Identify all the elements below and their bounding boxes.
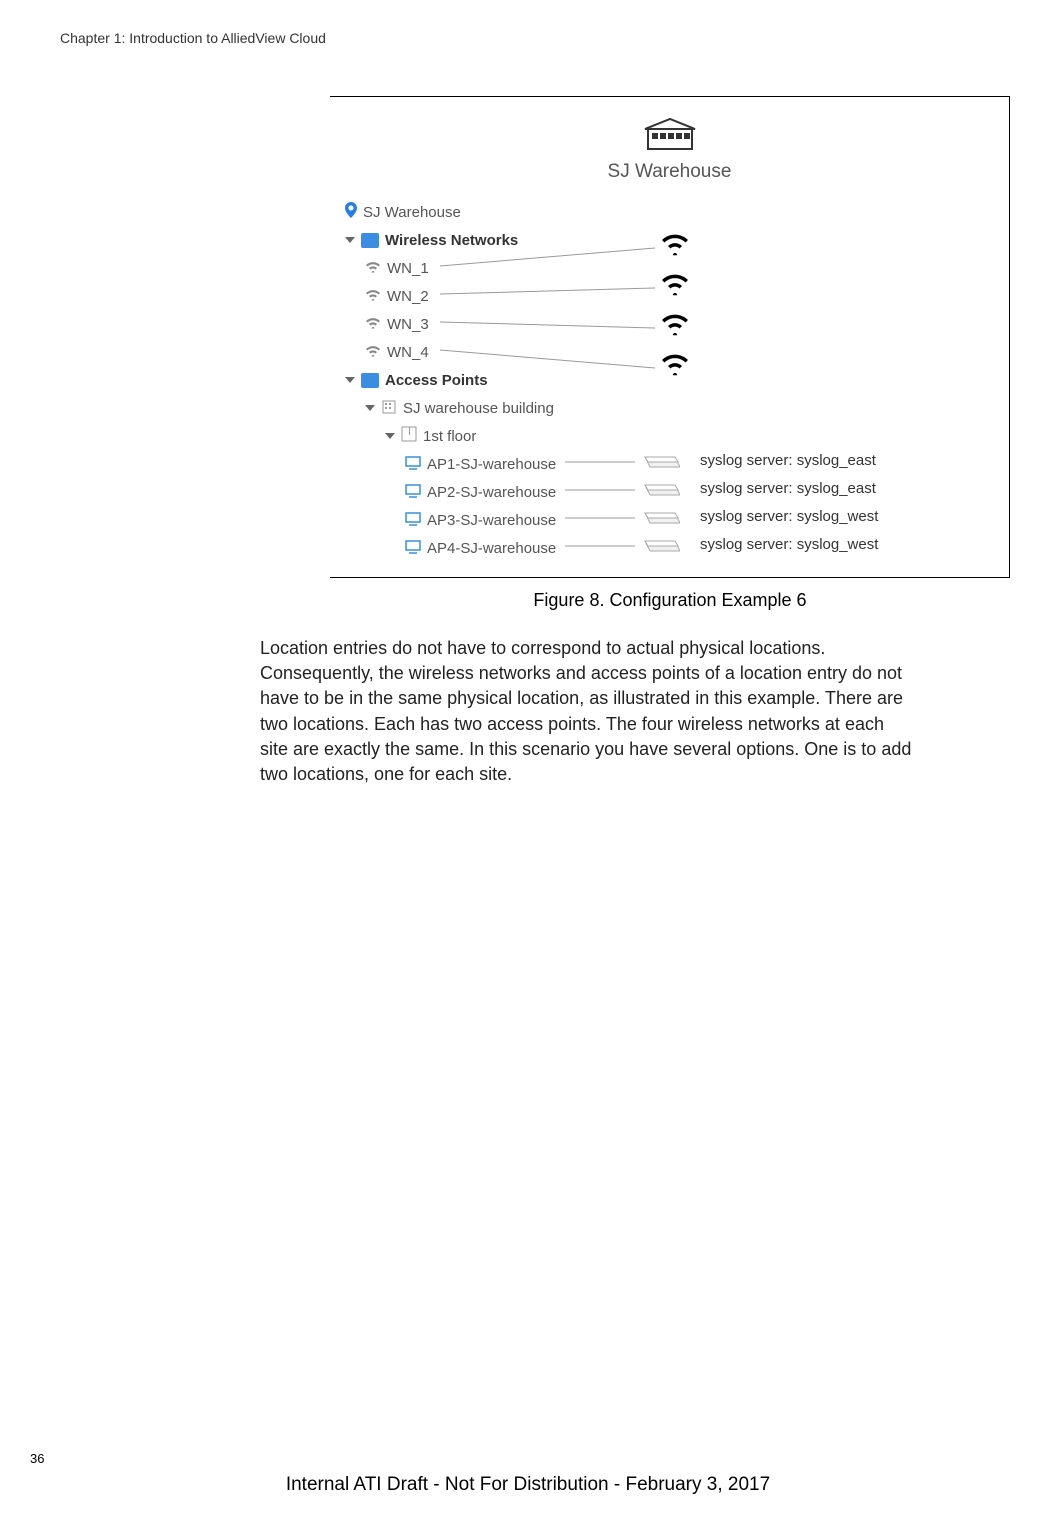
wifi-icon <box>365 344 381 360</box>
figure-box: SJ Warehouse SJ Warehouse Wireless Netwo… <box>330 96 1010 578</box>
figure-container: SJ Warehouse SJ Warehouse Wireless Netwo… <box>330 96 1010 611</box>
warehouse-header: SJ Warehouse <box>345 117 994 183</box>
folder-icon <box>361 373 379 388</box>
footer-text: Internal ATI Draft - Not For Distributio… <box>0 1474 1056 1496</box>
figure-caption: Figure 8. Configuration Example 6 <box>330 590 1010 611</box>
ap-device-icon <box>640 480 680 504</box>
wn-label: WN_4 <box>387 344 429 361</box>
caret-icon <box>345 377 355 383</box>
wifi-large-icon <box>660 313 690 344</box>
wn-label: WN_1 <box>387 260 429 277</box>
ap-label: AP1-SJ-warehouse <box>427 456 556 473</box>
building-node: SJ warehouse building <box>345 394 994 422</box>
caret-icon <box>385 433 395 439</box>
ap-device-icon <box>640 508 680 532</box>
floor-icon <box>401 426 417 446</box>
ap-label: AP3-SJ-warehouse <box>427 512 556 529</box>
floor-node: 1st floor <box>345 422 994 450</box>
caret-icon <box>345 237 355 243</box>
building-icon <box>640 117 700 157</box>
page-number: 36 <box>30 1451 44 1466</box>
tree: SJ Warehouse Wireless Networks WN_1 WN_2 <box>345 198 994 562</box>
syslog-label: syslog server: syslog_east <box>700 480 876 497</box>
ap-device-icon <box>640 452 680 476</box>
root-label: SJ Warehouse <box>363 204 461 221</box>
floor-label: 1st floor <box>423 428 476 445</box>
device-icon <box>405 540 421 557</box>
wifi-icon <box>365 260 381 276</box>
folder-icon <box>361 233 379 248</box>
body-paragraph: Location entries do not have to correspo… <box>260 636 916 787</box>
wifi-large-icon <box>660 273 690 304</box>
syslog-label: syslog server: syslog_west <box>700 536 878 553</box>
pin-icon <box>345 202 357 223</box>
wireless-networks-label: Wireless Networks <box>385 232 518 249</box>
wifi-large-icon <box>660 233 690 264</box>
access-points-label: Access Points <box>385 372 488 389</box>
wifi-large-icon <box>660 353 690 384</box>
warehouse-title: SJ Warehouse <box>608 161 732 182</box>
chapter-header: Chapter 1: Introduction to AlliedView Cl… <box>60 30 996 46</box>
building-label: SJ warehouse building <box>403 400 554 417</box>
device-icon <box>405 456 421 473</box>
wn-label: WN_3 <box>387 316 429 333</box>
caret-icon <box>365 405 375 411</box>
syslog-label: syslog server: syslog_west <box>700 508 878 525</box>
wn-label: WN_2 <box>387 288 429 305</box>
syslog-label: syslog server: syslog_east <box>700 452 876 469</box>
wifi-icon <box>365 316 381 332</box>
building-small-icon <box>381 399 397 418</box>
device-icon <box>405 512 421 529</box>
ap-label: AP2-SJ-warehouse <box>427 484 556 501</box>
ap-device-icon <box>640 536 680 560</box>
wifi-icon <box>365 288 381 304</box>
tree-root: SJ Warehouse <box>345 198 994 226</box>
ap-label: AP4-SJ-warehouse <box>427 540 556 557</box>
device-icon <box>405 484 421 501</box>
